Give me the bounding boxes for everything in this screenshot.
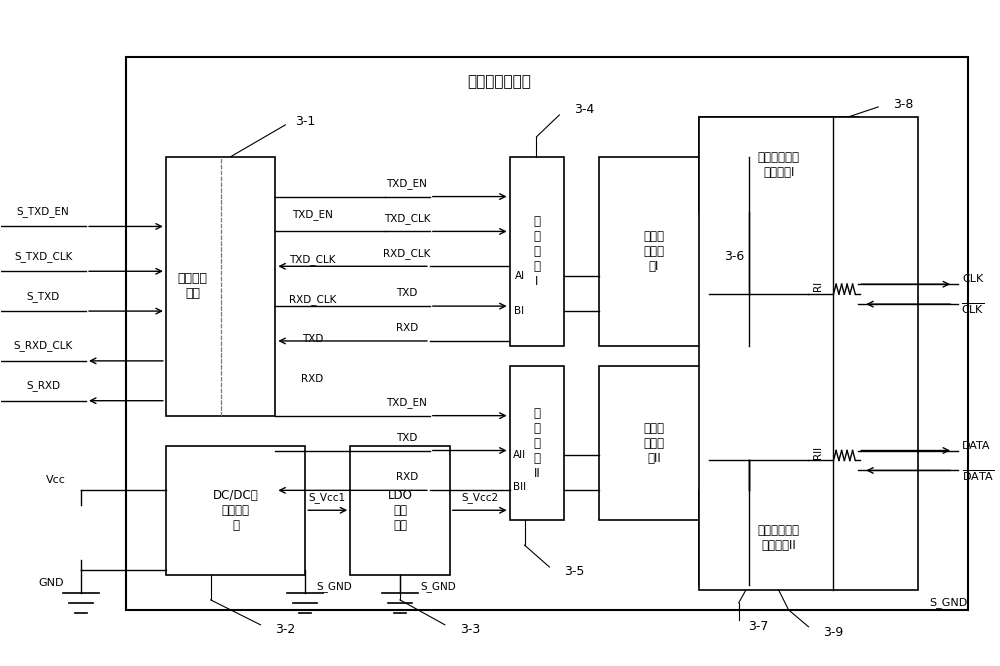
FancyBboxPatch shape (510, 157, 564, 346)
Text: S_TXD_EN: S_TXD_EN (17, 206, 70, 217)
FancyBboxPatch shape (699, 117, 918, 590)
Text: TXD_EN: TXD_EN (292, 209, 333, 220)
Text: GND: GND (38, 578, 64, 588)
Text: $\overline{\mathrm{DATA}}$: $\overline{\mathrm{DATA}}$ (962, 468, 994, 483)
Text: TXD: TXD (302, 334, 323, 344)
FancyBboxPatch shape (699, 490, 858, 585)
Text: S_Vcc2: S_Vcc2 (461, 492, 498, 503)
Text: 电流噪
声抑制
器I: 电流噪 声抑制 器I (644, 230, 665, 273)
FancyBboxPatch shape (510, 366, 564, 520)
Text: S_TXD: S_TXD (27, 290, 60, 302)
Text: RII: RII (813, 446, 823, 459)
Text: 数字隔离
模块: 数字隔离 模块 (178, 272, 208, 300)
Text: 3-1: 3-1 (295, 115, 315, 129)
Text: 差
分
模
块
I: 差 分 模 块 I (533, 215, 540, 288)
Text: 3-2: 3-2 (275, 623, 295, 636)
Text: 电流噪
声抑制
器II: 电流噪 声抑制 器II (644, 422, 665, 465)
Text: S_GND: S_GND (929, 597, 967, 608)
Text: TXD_EN: TXD_EN (386, 178, 427, 189)
FancyBboxPatch shape (599, 157, 709, 346)
Text: 3-7: 3-7 (748, 620, 769, 633)
FancyBboxPatch shape (126, 57, 968, 610)
FancyBboxPatch shape (699, 117, 858, 212)
Text: TXD: TXD (396, 432, 418, 443)
Text: 双向瞬态电压
控制模块I: 双向瞬态电压 控制模块I (758, 151, 800, 178)
FancyBboxPatch shape (350, 446, 450, 575)
Text: TXD_CLK: TXD_CLK (289, 254, 336, 265)
FancyBboxPatch shape (166, 157, 275, 416)
Text: 3-8: 3-8 (893, 99, 913, 111)
Text: S_Vcc1: S_Vcc1 (309, 492, 346, 503)
Text: 3-6: 3-6 (724, 250, 744, 263)
Text: RXD: RXD (396, 472, 418, 482)
Text: BI: BI (514, 306, 525, 316)
Text: S_GND: S_GND (420, 581, 456, 592)
Text: Vcc: Vcc (46, 476, 66, 486)
FancyBboxPatch shape (166, 446, 305, 575)
Text: LDO
稳压
模块: LDO 稳压 模块 (388, 489, 412, 531)
Text: DC/DC电
源隔离模
块: DC/DC电 源隔离模 块 (213, 489, 258, 531)
Text: RXD_CLK: RXD_CLK (289, 294, 336, 304)
Text: $\overline{\mathrm{CLK}}$: $\overline{\mathrm{CLK}}$ (961, 302, 985, 316)
Text: S_TXD_CLK: S_TXD_CLK (14, 251, 72, 262)
FancyBboxPatch shape (599, 366, 709, 520)
Text: TXD: TXD (396, 288, 418, 298)
Text: 从隔离差分模块: 从隔离差分模块 (468, 75, 532, 89)
Text: RXD: RXD (396, 323, 418, 333)
Text: RXD_CLK: RXD_CLK (383, 248, 431, 259)
Text: RXD: RXD (301, 374, 323, 384)
Text: 3-9: 3-9 (823, 626, 844, 639)
Text: TXD_EN: TXD_EN (386, 397, 427, 408)
Text: S_RXD: S_RXD (26, 380, 60, 391)
Text: 3-4: 3-4 (574, 103, 594, 117)
Text: BII: BII (513, 482, 526, 492)
Text: DATA: DATA (962, 440, 990, 450)
Text: 双向瞬态电压
控制模块II: 双向瞬态电压 控制模块II (758, 524, 800, 552)
Text: AI: AI (514, 271, 525, 281)
Text: RI: RI (813, 281, 823, 291)
Text: 3-5: 3-5 (564, 565, 585, 579)
Text: AII: AII (513, 450, 526, 460)
Text: 差
分
模
块
II: 差 分 模 块 II (533, 407, 540, 480)
Text: S_GND: S_GND (316, 581, 352, 592)
Text: CLK: CLK (962, 274, 984, 284)
Text: S_RXD_CLK: S_RXD_CLK (14, 340, 73, 352)
Text: TXD_CLK: TXD_CLK (384, 213, 430, 224)
Text: 3-3: 3-3 (460, 623, 480, 636)
